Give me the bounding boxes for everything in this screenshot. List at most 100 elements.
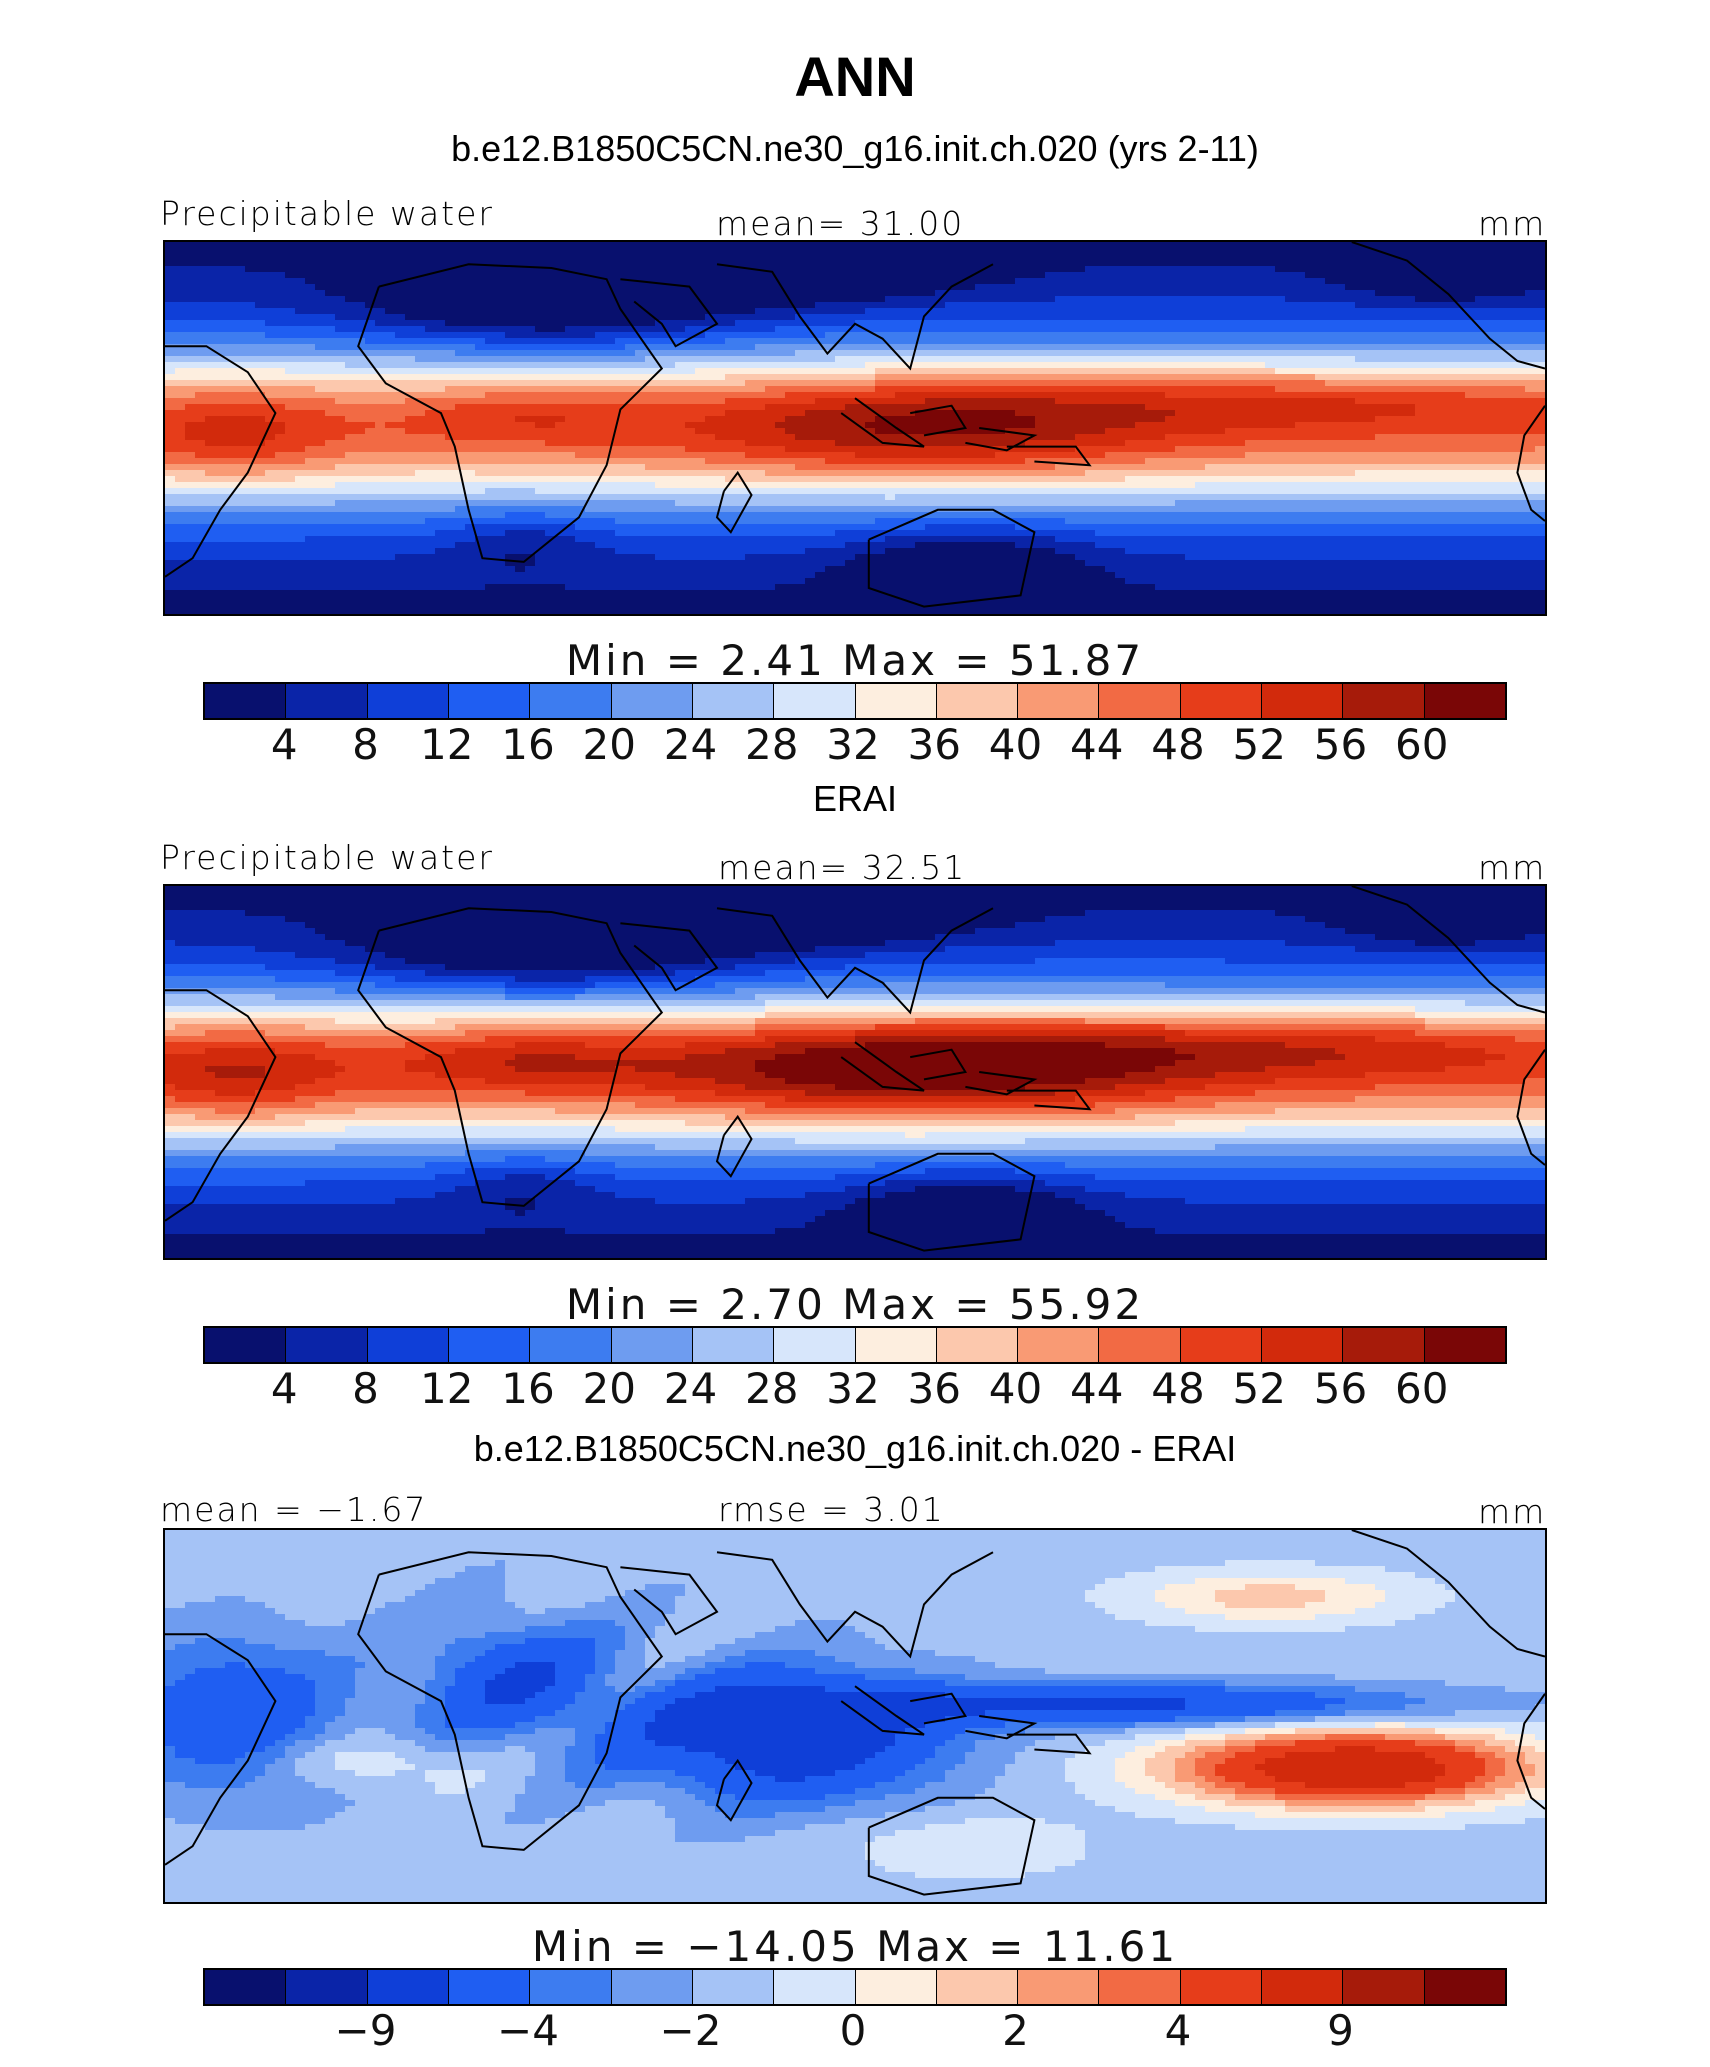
colorbar-swatch	[855, 1328, 937, 1362]
colorbar-tick-label: 52	[1199, 720, 1319, 769]
coastline	[840, 397, 925, 448]
colorbar-swatch	[611, 684, 693, 718]
colorbar-tick-label: 9	[1281, 2006, 1401, 2055]
colorbar-tick-label: 16	[468, 720, 588, 769]
colorbar-tick-label: 56	[1281, 720, 1401, 769]
colorbar-tick-label: 60	[1362, 720, 1482, 769]
coastline	[715, 470, 753, 534]
coastline	[1006, 1089, 1092, 1111]
colorbar-swatch	[611, 1328, 693, 1362]
panel-2-left-label: Precipitable water	[160, 838, 494, 877]
colorbar-swatch	[448, 684, 531, 718]
coastline	[620, 1566, 719, 1636]
colorbar-tick-label: 12	[387, 1364, 507, 1413]
panel-3-center-label: rmse = 3.01	[718, 1490, 945, 1529]
colorbar-swatch	[530, 1970, 612, 2004]
panel-2-colorbar	[203, 1326, 1507, 1364]
colorbar-swatch	[774, 684, 856, 718]
coastline	[357, 263, 664, 563]
colorbar-tick-label: 0	[793, 2006, 913, 2055]
coastline	[715, 1114, 753, 1178]
coastline	[357, 907, 664, 1207]
colorbar-swatch	[611, 1970, 693, 2004]
coastline	[1351, 886, 1545, 1014]
panel-2-colorbar-ticks: 4 8 12 16 20 24 28 32 36 40 44 48 52 56 60	[0, 1364, 1710, 1418]
colorbar-tick-label: 24	[631, 720, 751, 769]
colorbar-swatch	[1262, 1970, 1344, 2004]
colorbar-swatch	[936, 1328, 1019, 1362]
map-field	[165, 1530, 1545, 1902]
colorbar-swatch	[530, 684, 612, 718]
colorbar-tick-label: 48	[1118, 1364, 1238, 1413]
colorbar-swatch	[1424, 684, 1505, 718]
coastline	[716, 907, 994, 1015]
colorbar-swatch	[692, 1328, 775, 1362]
coastline	[840, 1685, 925, 1736]
colorbar-swatch	[1018, 1970, 1100, 2004]
colorbar-tick-label: 44	[1037, 720, 1157, 769]
colorbar-swatch	[1018, 1328, 1100, 1362]
coastline	[910, 1048, 968, 1081]
coastline	[715, 1758, 753, 1822]
coastline	[965, 427, 1038, 452]
colorbar-swatch	[1099, 1970, 1181, 2004]
colorbar-tick-label: −4	[468, 2006, 588, 2055]
colorbar-tick-label: 44	[1037, 1364, 1157, 1413]
colorbar-tick-label: 36	[874, 720, 994, 769]
panel-3-stats: Min = −14.05 Max = 11.61	[0, 1922, 1710, 1971]
panel-2-stats: Min = 2.70 Max = 55.92	[0, 1280, 1710, 1329]
colorbar-tick-label: 48	[1118, 720, 1238, 769]
coastline	[965, 1071, 1038, 1096]
colorbar-swatch	[1424, 1970, 1505, 2004]
coastline	[165, 1633, 277, 1866]
colorbar-swatch	[774, 1970, 856, 2004]
colorbar-tick-label: 12	[387, 720, 507, 769]
colorbar-tick-label: 20	[549, 1364, 669, 1413]
colorbar-swatch	[1343, 1328, 1425, 1362]
panel-1-header: b.e12.B1850C5CN.ne30_g16.init.ch.020 (yr…	[0, 128, 1710, 170]
colorbar-tick-label: −2	[631, 2006, 751, 2055]
colorbar-swatch	[286, 684, 368, 718]
coastline	[1516, 405, 1545, 522]
colorbar-tick-label: 16	[468, 1364, 588, 1413]
colorbar-swatch	[1180, 684, 1263, 718]
coastline	[840, 1041, 925, 1092]
colorbar-tick-label: 4	[1118, 2006, 1238, 2055]
coastline	[965, 1715, 1038, 1740]
coastline	[1516, 1693, 1545, 1810]
colorbar-swatch	[286, 1328, 368, 1362]
colorbar-swatch	[692, 684, 775, 718]
colorbar-swatch	[855, 684, 937, 718]
colorbar-tick-label: 4	[224, 720, 344, 769]
colorbar-tick-label: 4	[224, 1364, 344, 1413]
colorbar-tick-label: 28	[712, 720, 832, 769]
coastline	[910, 1692, 968, 1725]
colorbar-swatch	[448, 1328, 531, 1362]
colorbar-swatch	[1343, 1970, 1425, 2004]
coastline	[1006, 1733, 1092, 1755]
colorbar-tick-label: 24	[631, 1364, 751, 1413]
colorbar-swatch	[205, 1970, 287, 2004]
colorbar-swatch	[1262, 684, 1344, 718]
colorbar-swatch	[367, 1328, 449, 1362]
coastline	[910, 404, 968, 437]
colorbar-swatch	[205, 684, 287, 718]
coastline	[165, 989, 277, 1222]
colorbar-swatch	[1262, 1328, 1344, 1362]
panel-2-map	[163, 884, 1547, 1260]
colorbar-tick-label: 60	[1362, 1364, 1482, 1413]
panel-1-center-label: mean= 31.00	[716, 204, 964, 243]
coastline	[1516, 1049, 1545, 1166]
colorbar-swatch	[1099, 684, 1181, 718]
coastline	[867, 1152, 1036, 1252]
panel-3-map	[163, 1528, 1547, 1904]
colorbar-tick-label: 2	[956, 2006, 1076, 2055]
colorbar-swatch	[855, 1970, 937, 2004]
coastline	[1006, 445, 1092, 467]
colorbar-swatch	[1424, 1328, 1505, 1362]
colorbar-tick-label: 20	[549, 720, 669, 769]
colorbar-swatch	[1099, 1328, 1181, 1362]
colorbar-tick-label: −9	[306, 2006, 426, 2055]
panel-1-left-label: Precipitable water	[160, 194, 494, 233]
